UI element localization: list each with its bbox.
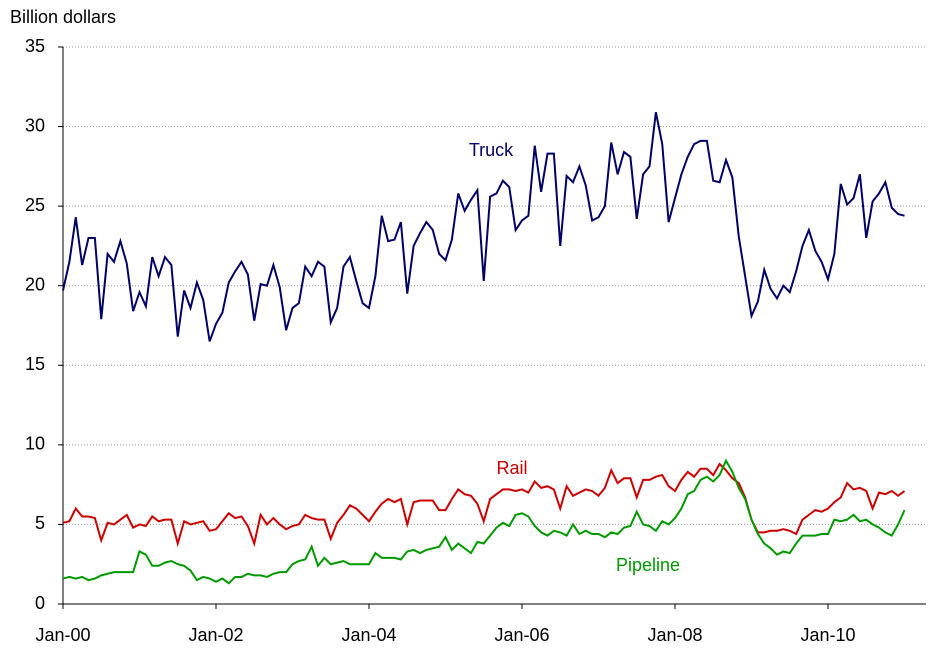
x-tick-label: Jan-02: [188, 625, 243, 645]
y-tick-label: 30: [25, 115, 45, 135]
x-tick-label: Jan-04: [341, 625, 396, 645]
y-tick-label: 15: [25, 354, 45, 374]
y-tick-label: 35: [25, 36, 45, 56]
x-tick-label: Jan-06: [494, 625, 549, 645]
x-tick-label: Jan-00: [35, 625, 90, 645]
series-label: Truck: [469, 140, 514, 160]
series-line: [62, 458, 906, 585]
y-tick-label: 20: [25, 274, 45, 294]
y-axis-label: Billion dollars: [10, 7, 116, 27]
y-tick-label: 25: [25, 195, 45, 215]
y-tick-label: 0: [35, 593, 45, 613]
x-tick-label: Jan-08: [647, 625, 702, 645]
series-label: Pipeline: [616, 555, 680, 575]
y-tick-label: 5: [35, 513, 45, 533]
x-tick-label: Jan-10: [800, 625, 855, 645]
series-line: [62, 112, 905, 342]
y-tick-label: 10: [25, 434, 45, 454]
series-line: [62, 462, 906, 548]
series-label: Rail: [496, 458, 527, 478]
